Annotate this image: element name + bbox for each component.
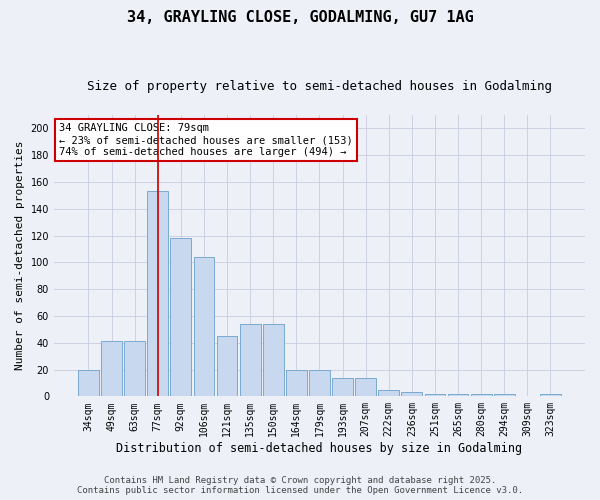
- Title: Size of property relative to semi-detached houses in Godalming: Size of property relative to semi-detach…: [87, 80, 552, 93]
- Text: 34, GRAYLING CLOSE, GODALMING, GU7 1AG: 34, GRAYLING CLOSE, GODALMING, GU7 1AG: [127, 10, 473, 25]
- Bar: [471, 394, 491, 396]
- Bar: [78, 370, 99, 396]
- Bar: [263, 324, 284, 396]
- Bar: [240, 324, 260, 396]
- Bar: [170, 238, 191, 396]
- Y-axis label: Number of semi-detached properties: Number of semi-detached properties: [15, 141, 25, 370]
- Bar: [332, 378, 353, 396]
- Bar: [494, 394, 515, 396]
- Bar: [379, 390, 399, 396]
- Bar: [401, 392, 422, 396]
- Bar: [540, 394, 561, 396]
- Text: 34 GRAYLING CLOSE: 79sqm
← 23% of semi-detached houses are smaller (153)
74% of : 34 GRAYLING CLOSE: 79sqm ← 23% of semi-d…: [59, 124, 353, 156]
- Bar: [448, 394, 469, 396]
- Bar: [194, 257, 214, 396]
- Bar: [286, 370, 307, 396]
- Bar: [355, 378, 376, 396]
- X-axis label: Distribution of semi-detached houses by size in Godalming: Distribution of semi-detached houses by …: [116, 442, 523, 455]
- Bar: [425, 394, 445, 396]
- Bar: [309, 370, 330, 396]
- Bar: [124, 342, 145, 396]
- Bar: [217, 336, 238, 396]
- Bar: [101, 342, 122, 396]
- Text: Contains HM Land Registry data © Crown copyright and database right 2025.
Contai: Contains HM Land Registry data © Crown c…: [77, 476, 523, 495]
- Bar: [148, 192, 168, 396]
